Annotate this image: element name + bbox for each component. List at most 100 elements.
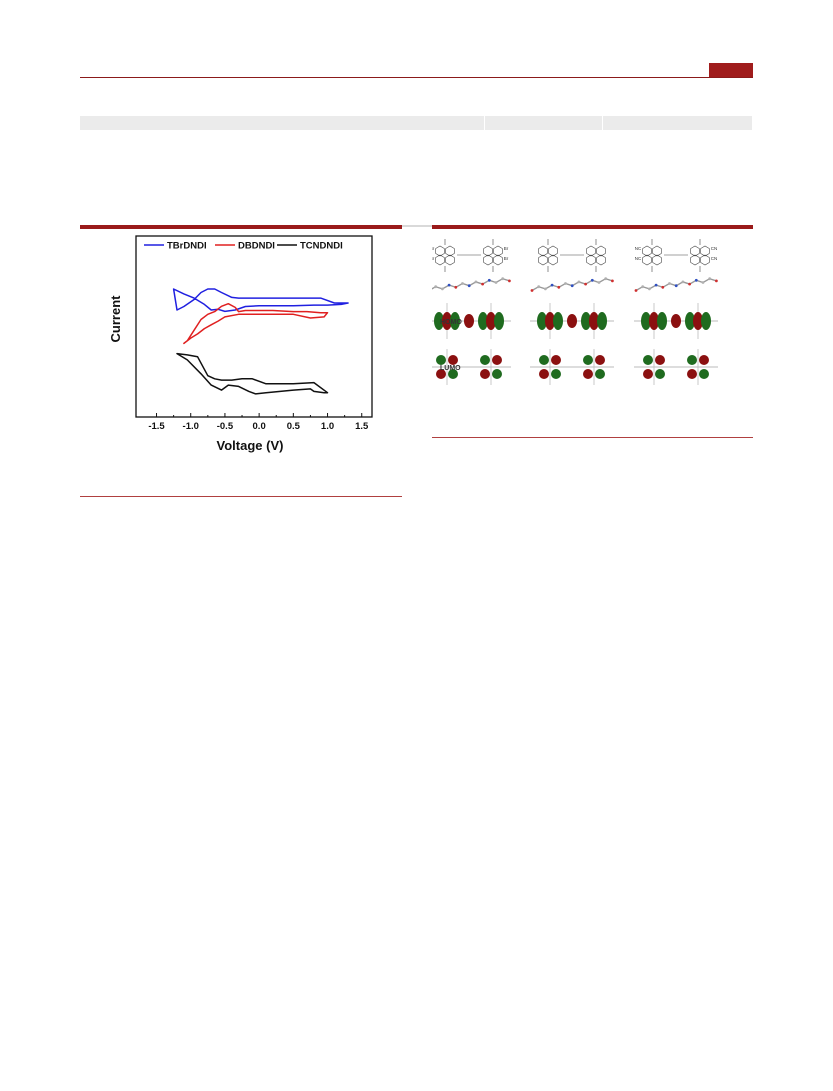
atom xyxy=(544,287,547,291)
orbital-lobe xyxy=(434,312,444,330)
atom xyxy=(597,281,601,284)
orbital-lobe xyxy=(583,355,593,365)
orbital-lobe xyxy=(699,369,709,379)
atom xyxy=(604,277,608,281)
atom xyxy=(557,285,561,289)
figure-right-top-rule xyxy=(432,225,753,229)
atom xyxy=(474,280,478,284)
substituent-label: Br xyxy=(504,256,509,261)
orbital-lobe xyxy=(687,355,697,365)
orbital-lobe xyxy=(589,312,599,330)
x-tick-label: 1.0 xyxy=(321,421,334,432)
ndi-structure xyxy=(538,239,558,272)
substituent-label: Br xyxy=(504,246,509,251)
orbital-lobe xyxy=(685,312,695,330)
orbital-lobe xyxy=(595,369,605,379)
orbital-lobe xyxy=(539,369,549,379)
orbital-lobe xyxy=(699,355,709,365)
substituent-label: Br xyxy=(432,246,435,251)
substituent-label: Br xyxy=(432,256,435,261)
molecular-structures: Br Br Br Br NC NC CN CN xyxy=(432,239,717,272)
orbital-lobe xyxy=(539,355,549,365)
band-divider xyxy=(484,116,485,130)
orbital-lobe xyxy=(581,312,591,330)
optimized-geometries xyxy=(432,277,718,292)
orbital-lobe xyxy=(448,355,458,365)
lumo-orbital xyxy=(530,349,614,385)
series-DBDNDI xyxy=(183,302,329,345)
atom xyxy=(648,287,651,291)
substituent-label: CN xyxy=(711,246,718,251)
ndi-structure xyxy=(690,239,710,272)
cv-chart: TBrDNDI DBDNDI TCNDNDI -1.5 -1.0 -0.5 0.0 0.5 1… xyxy=(108,235,373,453)
orbital-lobe xyxy=(643,355,653,365)
header-page-tab xyxy=(709,63,753,77)
atom xyxy=(494,281,498,284)
orbital-lobe xyxy=(545,312,555,330)
table-header-band xyxy=(80,116,752,130)
figure-right-bottom-rule xyxy=(432,437,753,438)
atom xyxy=(674,284,678,288)
atom xyxy=(641,285,645,289)
ndi-structure xyxy=(586,239,606,272)
atom xyxy=(441,287,444,291)
substituent-label: NC xyxy=(635,256,642,261)
homo-orbital xyxy=(634,303,718,339)
atom xyxy=(590,278,594,282)
orbital-lobe xyxy=(655,369,665,379)
series-TCNDNDI xyxy=(176,352,329,395)
series-layer xyxy=(172,288,349,395)
atom xyxy=(611,279,614,283)
orbital-lobe xyxy=(494,312,504,330)
orbital-lobe xyxy=(693,312,703,330)
atom xyxy=(461,282,464,285)
atom xyxy=(715,279,718,283)
atom xyxy=(454,285,458,289)
atom xyxy=(467,284,471,288)
orbital-rows xyxy=(432,303,718,385)
homo-orbital xyxy=(530,303,614,339)
atom xyxy=(447,283,451,287)
orbital-lobe xyxy=(595,355,605,365)
orbital-lobe xyxy=(551,355,561,365)
orbital-lobe xyxy=(567,314,577,328)
orbital-lobe xyxy=(448,369,458,379)
lumo-orbital xyxy=(432,349,511,385)
homo-orbital xyxy=(432,303,511,339)
orbital-lobe xyxy=(480,355,490,365)
series-TBrDNDI xyxy=(172,288,349,313)
atom xyxy=(530,289,534,292)
atom xyxy=(661,285,665,289)
orbital-lobe xyxy=(492,355,502,365)
orbital-lobe xyxy=(537,312,547,330)
atom xyxy=(577,280,581,284)
substituent-label: CN xyxy=(711,256,718,261)
atom xyxy=(508,279,511,283)
atom xyxy=(668,282,671,285)
ndi-structure xyxy=(483,239,503,272)
atom xyxy=(487,278,491,282)
atom xyxy=(570,284,574,288)
orbital-lobe xyxy=(478,312,488,330)
x-tick-label: 0.5 xyxy=(287,421,301,432)
x-axis-ticks: -1.5 -1.0 -0.5 0.0 0.5 1.0 1.5 xyxy=(148,413,369,432)
x-tick-label: -0.5 xyxy=(217,421,234,432)
x-tick-label: -1.0 xyxy=(183,421,199,432)
legend-label: DBDNDI xyxy=(238,241,275,252)
atom xyxy=(434,285,438,289)
atom xyxy=(537,285,541,289)
orbital-lobe xyxy=(643,369,653,379)
orbital-lobe xyxy=(657,312,667,330)
atom xyxy=(501,277,505,281)
legend-label: TCNDNDI xyxy=(300,241,343,252)
orbital-lobe xyxy=(486,312,496,330)
atom xyxy=(701,281,705,284)
y-axis-label: Current xyxy=(108,295,123,343)
orbital-lobe xyxy=(655,355,665,365)
atom xyxy=(681,280,685,284)
orbital-lobe xyxy=(450,312,460,330)
orbital-lobe xyxy=(583,369,593,379)
orbital-lobe xyxy=(480,369,490,379)
orbital-figure: Br Br Br Br NC NC CN CN HOMO LUMO xyxy=(432,239,718,385)
homo-label: HOMO xyxy=(440,319,462,326)
